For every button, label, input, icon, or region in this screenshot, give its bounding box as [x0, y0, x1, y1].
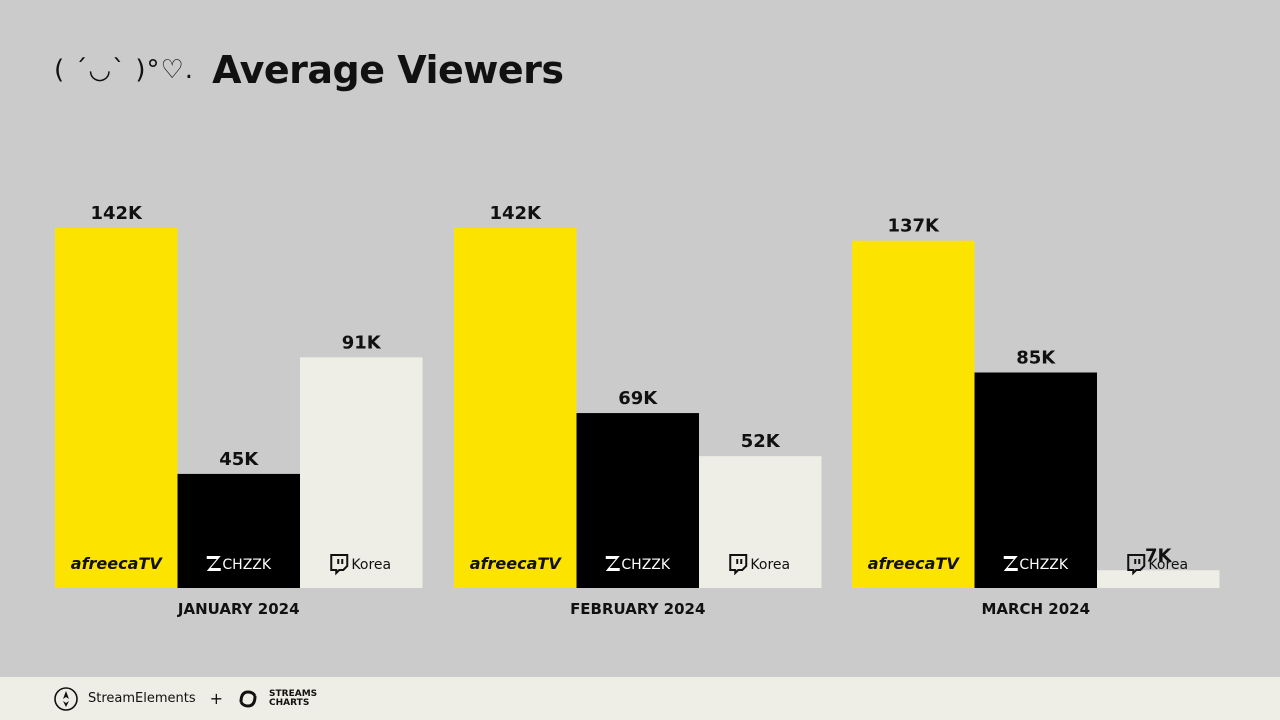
bar-1-3-twitch-icon: [330, 554, 349, 576]
bar-3-2-brand-label: CHZZK: [1019, 557, 1068, 573]
title-row: ( ´◡` )°♡. Average Viewers: [54, 48, 564, 92]
bar-2-3-brand-label: Korea: [750, 557, 790, 573]
bar-2-2-value-label: 69K: [618, 388, 658, 409]
bar-1-3-twitch-eye-left: [337, 559, 340, 564]
bar-3-3-value-label: 7K: [1145, 545, 1173, 566]
bar-2-3-value-label: 52K: [741, 431, 781, 452]
bar-2-3-twitch-icon: [729, 554, 748, 576]
page-title: Average Viewers: [212, 48, 564, 92]
bar-2-3-twitch-eye-right: [740, 559, 743, 564]
bar-3-2-value-label: 85K: [1016, 348, 1056, 369]
bar-3-1-value-label: 137K: [887, 216, 940, 237]
bar-3-1: [852, 240, 975, 588]
bar-2-3-twitch-eye-left: [736, 559, 739, 564]
footer-logos: StreamElements + STREAMS CHARTS: [54, 686, 318, 711]
kaomoji: ( ´◡` )°♡.: [54, 55, 195, 85]
bar-1-1: [55, 228, 178, 588]
bar-1-1-brand-label: afreecaTV: [71, 554, 164, 573]
bar-1-2-brand-label: CHZZK: [222, 557, 271, 573]
bar-3-2-chzzk-icon: [1003, 556, 1018, 571]
bar-3-3-twitch-icon: [1127, 554, 1146, 576]
bar-2-1-brand-label: afreecaTV: [470, 554, 563, 573]
bar-1-1-value-label: 142K: [90, 203, 143, 224]
bar-3-3-twitch-eye-right: [1138, 559, 1141, 564]
category-label-1: JANUARY 2024: [177, 600, 300, 618]
footer: StreamElements + STREAMS CHARTS: [0, 677, 1280, 720]
category-label-3: MARCH 2024: [981, 600, 1090, 618]
category-label-2: FEBRUARY 2024: [570, 600, 705, 618]
streamscharts-line1: STREAMS: [269, 688, 318, 699]
bar-2-2-chzzk-icon: [605, 556, 620, 571]
bar-1-2-value-label: 45K: [219, 449, 259, 470]
bar-2-2: [576, 413, 699, 588]
streamscharts-logo-icon: [239, 689, 257, 708]
bar-1-2-chzzk-icon: [206, 556, 221, 571]
bar-2-1: [454, 228, 577, 588]
bar-chart: 142K afreecaTV 45K CHZZK 91K Korea JANUARY 202…: [55, 203, 1220, 618]
streamscharts-line2: CHARTS: [269, 697, 310, 708]
bar-3-2: [974, 372, 1097, 588]
bar-2-1-value-label: 142K: [489, 203, 542, 224]
bar-3-3-twitch-eye-left: [1134, 559, 1137, 564]
bar-3-1-brand-label: afreecaTV: [868, 554, 961, 573]
bar-1-3-value-label: 91K: [342, 332, 382, 353]
bar-1-3-brand-label: Korea: [351, 557, 391, 573]
plus-sign: +: [209, 689, 224, 708]
bar-1-3-twitch-eye-right: [341, 559, 344, 564]
streamscharts-brand: STREAMS CHARTS: [269, 688, 318, 708]
bar-1-2: [177, 473, 300, 588]
bar-3-3-brand-label: Korea: [1148, 557, 1188, 573]
bar-3-3: [1097, 570, 1220, 588]
bar-2-2-brand-label: CHZZK: [621, 557, 670, 573]
bar-2-3: [699, 456, 822, 588]
streamelements-logo-icon: [54, 686, 78, 711]
bar-1-3: [300, 357, 423, 588]
streamelements-brand: StreamElements: [88, 691, 196, 706]
